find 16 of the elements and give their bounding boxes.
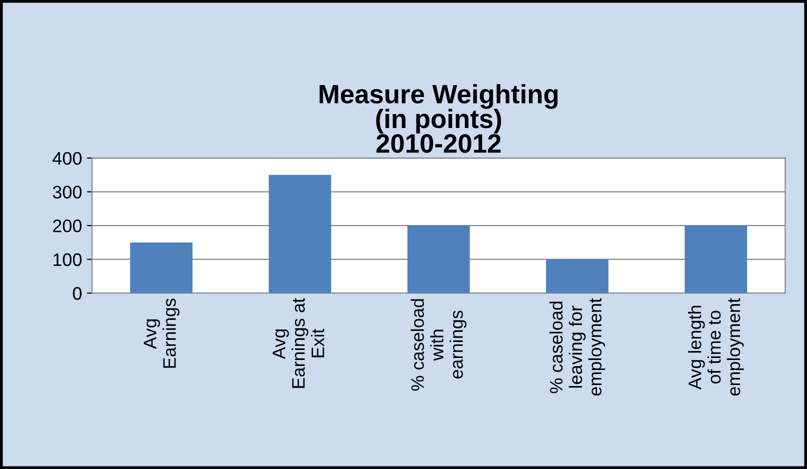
x-tick-label: % caseload leaving for employment [549, 298, 606, 396]
y-tick-label: 100 [54, 253, 82, 266]
y-tick-label: 300 [52, 186, 82, 199]
chart-title: Measure Weighting (in points) 2010-2012 [320, 84, 558, 153]
x-tick-label: % caseload with earnings [410, 299, 466, 391]
bar [407, 226, 470, 294]
x-tick-label: Avg Earnings [144, 298, 180, 368]
x-tick-label: Avg length of time to employment [688, 298, 744, 396]
y-tick-label: 400 [52, 152, 82, 165]
bar [268, 174, 332, 294]
y-tick-label: 0 [72, 287, 82, 300]
bar [130, 242, 193, 294]
y-tick-label: 200 [53, 220, 82, 232]
x-tick-label: Avg Earnings at Exit [272, 298, 324, 388]
bar [546, 259, 608, 294]
bar [684, 226, 748, 294]
